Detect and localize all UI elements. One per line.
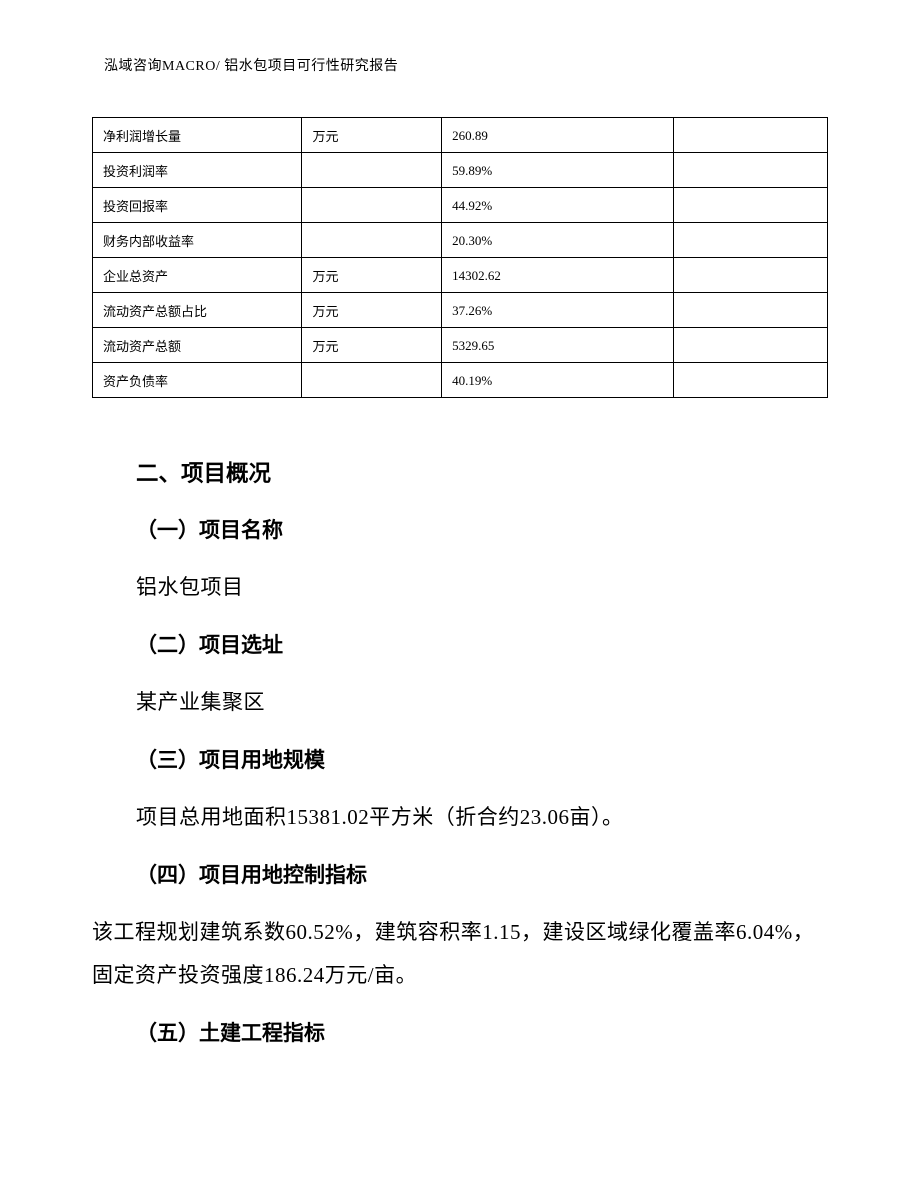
cell-label: 企业总资产 [93,258,302,293]
subsection: （二）项目选址 某产业集聚区 [136,629,824,724]
subsection-body: 铝水包项目 [136,566,824,609]
table-row: 流动资产总额占比 万元 37.26% [93,293,828,328]
cell-unit [302,363,442,398]
subsection-heading: （二）项目选址 [136,629,824,659]
subsection-heading: （四）项目用地控制指标 [136,859,824,889]
table-row: 投资回报率 44.92% [93,188,828,223]
cell-label: 投资利润率 [93,153,302,188]
table-row: 企业总资产 万元 14302.62 [93,258,828,293]
financial-table: 净利润增长量 万元 260.89 投资利润率 59.89% 投资回报率 44.9… [92,117,828,398]
cell-unit: 万元 [302,328,442,363]
cell-unit: 万元 [302,293,442,328]
cell-value: 20.30% [442,223,674,258]
cell-unit: 万元 [302,118,442,153]
cell-label: 投资回报率 [93,188,302,223]
subsection: （四）项目用地控制指标 该工程规划建筑系数60.52%，建筑容积率1.15，建设… [136,859,824,997]
cell-value: 5329.65 [442,328,674,363]
cell-note [673,258,827,293]
cell-value: 40.19% [442,363,674,398]
subsection-heading: （三）项目用地规模 [136,744,824,774]
cell-unit [302,153,442,188]
cell-note [673,293,827,328]
cell-note [673,188,827,223]
cell-label: 资产负债率 [93,363,302,398]
cell-value: 14302.62 [442,258,674,293]
subsection-body: 该工程规划建筑系数60.52%，建筑容积率1.15，建设区域绿化覆盖率6.04%… [92,911,824,997]
cell-value: 59.89% [442,153,674,188]
table-row: 资产负债率 40.19% [93,363,828,398]
subsection-body: 项目总用地面积15381.02平方米（折合约23.06亩）。 [136,796,824,839]
cell-unit: 万元 [302,258,442,293]
cell-unit [302,188,442,223]
content-body: 二、项目概况 （一）项目名称 铝水包项目 （二）项目选址 某产业集聚区 （三）项… [92,456,828,1047]
cell-value: 260.89 [442,118,674,153]
table-row: 流动资产总额 万元 5329.65 [93,328,828,363]
section-title: 二、项目概况 [136,456,824,488]
cell-note [673,223,827,258]
subsection-body: 某产业集聚区 [136,681,824,724]
subsection-heading: （五）土建工程指标 [136,1017,824,1047]
cell-value: 37.26% [442,293,674,328]
cell-label: 流动资产总额 [93,328,302,363]
subsection: （三）项目用地规模 项目总用地面积15381.02平方米（折合约23.06亩）。 [136,744,824,839]
document-page: 泓域咨询MACRO/ 铝水包项目可行性研究报告 净利润增长量 万元 260.89… [0,0,920,1047]
cell-note [673,363,827,398]
cell-label: 净利润增长量 [93,118,302,153]
cell-value: 44.92% [442,188,674,223]
cell-note [673,118,827,153]
table-row: 净利润增长量 万元 260.89 [93,118,828,153]
cell-label: 流动资产总额占比 [93,293,302,328]
subsection-heading: （一）项目名称 [136,514,824,544]
subsection: （一）项目名称 铝水包项目 [136,514,824,609]
subsection: （五）土建工程指标 [136,1017,824,1047]
cell-label: 财务内部收益率 [93,223,302,258]
cell-note [673,328,827,363]
table-row: 财务内部收益率 20.30% [93,223,828,258]
cell-unit [302,223,442,258]
table-row: 投资利润率 59.89% [93,153,828,188]
page-header: 泓域咨询MACRO/ 铝水包项目可行性研究报告 [92,55,828,75]
cell-note [673,153,827,188]
